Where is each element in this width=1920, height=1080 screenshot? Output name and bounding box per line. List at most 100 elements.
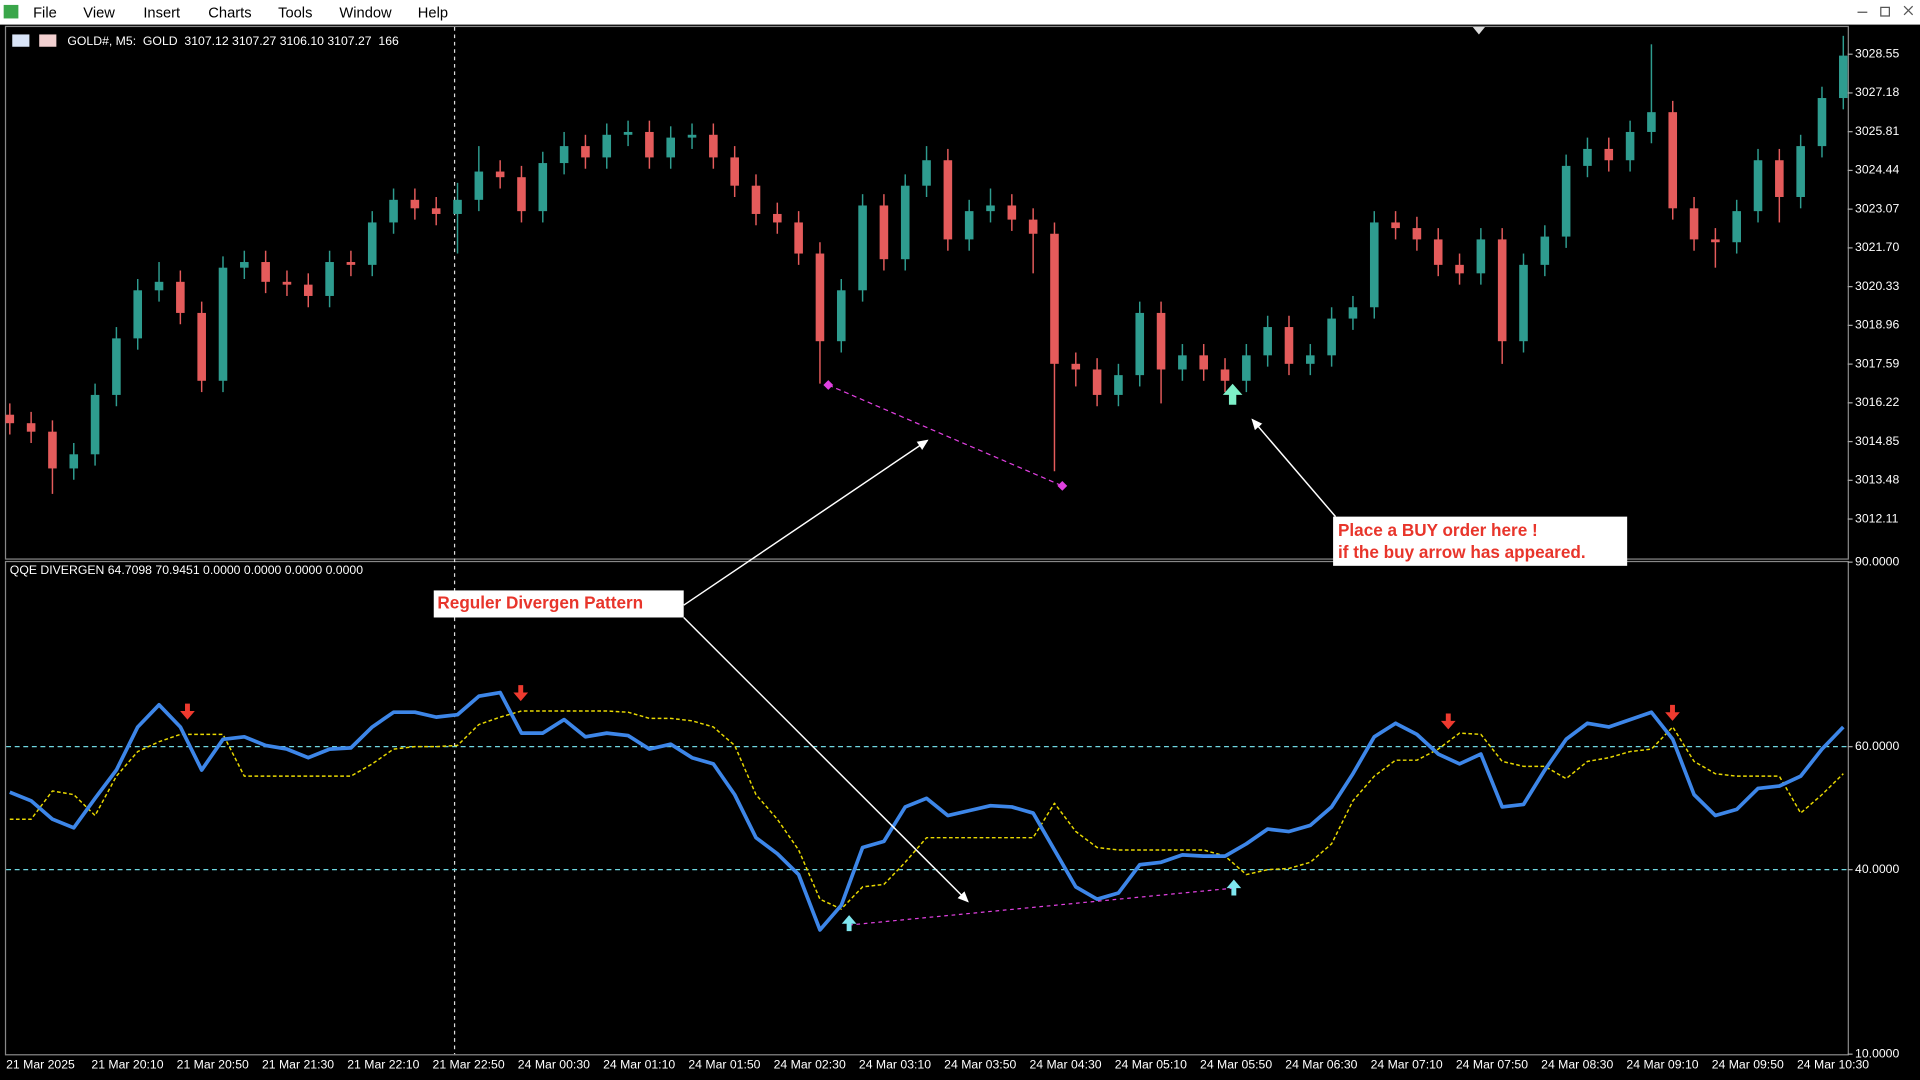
candle-body	[1306, 355, 1315, 364]
window-buttons[interactable]	[1857, 5, 1914, 17]
candle-body	[1625, 131, 1635, 161]
candle-body	[687, 134, 697, 138]
y-tick-label: 3020.33	[1855, 279, 1899, 293]
y-tick-label: 3024.44	[1855, 163, 1899, 177]
indicator-pane-frame	[4, 560, 1849, 1056]
annotation-text: Place a BUY order here !	[1338, 520, 1538, 540]
x-tick-label: 24 Mar 10:30	[1797, 1057, 1869, 1071]
candle-body	[346, 262, 356, 265]
annotation-box	[1333, 516, 1628, 566]
candle-body	[389, 199, 398, 223]
y-tick-label: 3012.11	[1855, 511, 1899, 525]
y-tick-label: 3023.07	[1855, 201, 1899, 215]
candle-body	[69, 454, 79, 469]
candle-body	[1092, 369, 1102, 395]
candle-body	[1178, 355, 1187, 370]
candle-body	[26, 423, 36, 432]
y-tick-label: 3016.22	[1855, 395, 1899, 409]
candle-body	[1689, 208, 1699, 240]
candle-body	[1497, 239, 1507, 342]
candle-body	[964, 211, 974, 240]
candle-body	[1476, 239, 1486, 274]
candle-body	[410, 199, 420, 209]
candle-body	[1135, 312, 1145, 376]
candle-body	[48, 431, 57, 469]
candle-body	[986, 205, 995, 212]
candle-body	[197, 312, 206, 381]
candle-body	[1796, 146, 1805, 197]
candle-body	[1433, 239, 1443, 265]
menu-item[interactable]: Tools	[278, 5, 312, 21]
candle-body	[709, 134, 718, 158]
indicator-line	[9, 710, 1844, 910]
candle-body	[836, 290, 846, 342]
price-divergence-line	[828, 384, 1063, 487]
candle-body	[176, 281, 185, 313]
x-tick-label: 21 Mar 20:10	[91, 1057, 163, 1071]
candle-body	[112, 338, 121, 395]
candle-body	[900, 185, 910, 260]
menu-item[interactable]: Charts	[208, 5, 251, 21]
candle-body	[517, 177, 526, 212]
y-tick-label: 90.0000	[1855, 554, 1899, 568]
candle-body	[431, 208, 441, 214]
x-tick-label: 21 Mar 22:10	[347, 1057, 419, 1071]
y-tick-label: 60.0000	[1855, 739, 1899, 753]
chart-header: GOLD#, M5: GOLD 3107.12 3107.27 3106.10 …	[67, 34, 399, 48]
y-tick-label: 3017.59	[1855, 356, 1899, 370]
x-tick-label: 24 Mar 07:10	[1371, 1057, 1443, 1071]
y-tick-label: 3028.55	[1855, 46, 1899, 60]
candle-body	[581, 146, 590, 158]
candle-body	[1242, 355, 1251, 381]
x-tick-label: 24 Mar 02:30	[774, 1057, 846, 1071]
candle-body	[623, 131, 633, 135]
pointer-arrow	[683, 616, 969, 903]
candle-body	[1817, 98, 1827, 147]
x-tick-label: 24 Mar 01:10	[603, 1057, 675, 1071]
timeframe-icon	[39, 34, 57, 47]
candle-body	[538, 163, 548, 212]
x-tick-label: 24 Mar 00:30	[518, 1057, 590, 1071]
pointer-arrow	[683, 439, 929, 606]
indicator-title: QQE DIVERGEN 64.7098 70.9451 0.0000 0.00…	[10, 563, 363, 577]
app-icon	[3, 4, 19, 19]
candle-body	[474, 171, 484, 200]
candle-body	[1583, 148, 1592, 166]
y-tick-label: 3025.81	[1855, 124, 1899, 138]
candle-body	[133, 290, 143, 339]
candle-body	[1775, 160, 1784, 197]
x-tick-label: 24 Mar 09:10	[1626, 1057, 1698, 1071]
x-tick-label: 24 Mar 03:10	[859, 1057, 931, 1071]
buy-arrow	[1222, 383, 1243, 405]
x-tick-label: 21 Mar 22:50	[433, 1057, 505, 1071]
candle-body	[666, 137, 676, 158]
x-tick-label: 24 Mar 05:10	[1115, 1057, 1187, 1071]
candle-body	[1753, 160, 1763, 212]
menu-item[interactable]: Help	[418, 5, 448, 21]
candle-body	[751, 185, 761, 214]
annotations: Reguler Divergen Pattern Place a BUY ord…	[180, 380, 1680, 932]
annotation-box	[433, 590, 684, 618]
candle-body	[1561, 165, 1571, 237]
menu-item[interactable]: File	[33, 5, 57, 21]
menu-item[interactable]: Insert	[143, 5, 180, 21]
candle-body	[794, 222, 803, 254]
candle-body	[453, 199, 462, 214]
candle-body	[1156, 312, 1166, 370]
y-tick-label: 3027.18	[1855, 85, 1899, 99]
candle-body	[559, 146, 569, 164]
x-tick-label: 24 Mar 06:30	[1285, 1057, 1357, 1071]
candle-body	[154, 281, 164, 291]
candle-body	[943, 160, 953, 240]
y-tick-label: 3021.70	[1855, 240, 1899, 254]
menu-item[interactable]: View	[83, 5, 115, 21]
candle-body	[1348, 307, 1358, 319]
candle-body	[218, 267, 228, 381]
menu-item[interactable]: Window	[339, 5, 392, 21]
main-pane-frame	[4, 25, 1849, 560]
candle-body	[1050, 233, 1059, 364]
candle-body	[495, 171, 505, 178]
candle-body	[1028, 219, 1038, 234]
y-tick-label: 10.0000	[1855, 1046, 1899, 1060]
